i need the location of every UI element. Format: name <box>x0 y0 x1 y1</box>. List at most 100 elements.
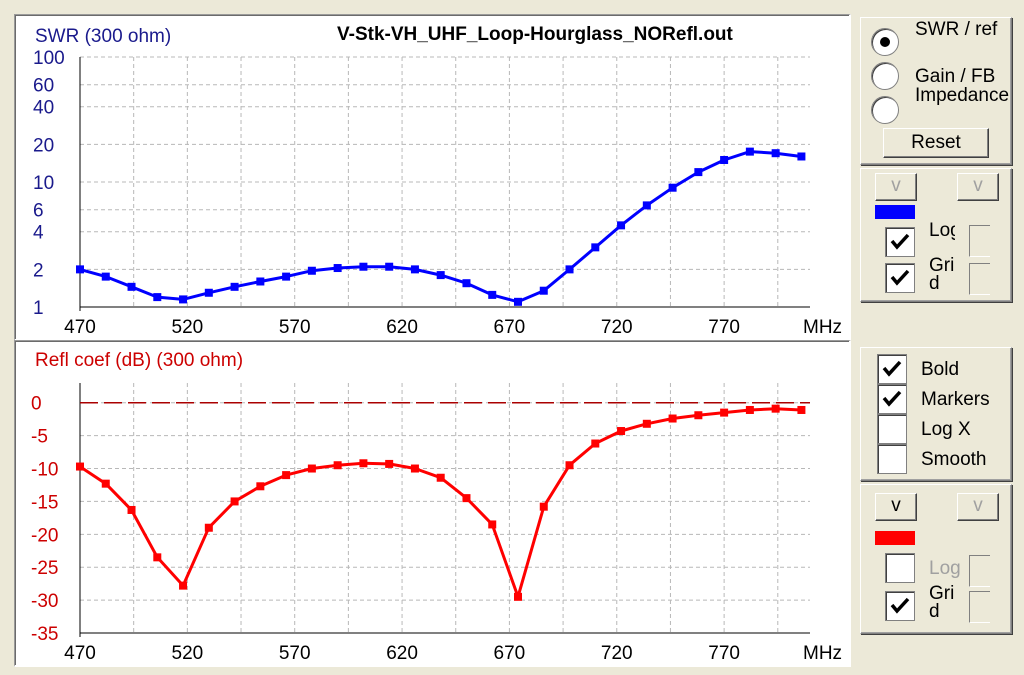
data-point-marker <box>153 293 162 302</box>
data-point-marker <box>462 279 471 288</box>
data-point-marker <box>436 271 445 280</box>
refl-grid-checkbox[interactable] <box>885 591 915 621</box>
y-tick-label: -15 <box>31 492 58 513</box>
data-point-marker <box>694 411 703 420</box>
refl-log-checkbox[interactable] <box>885 553 915 583</box>
smooth-label: Smooth <box>921 449 987 470</box>
swr-log-label: Log <box>929 221 955 241</box>
reset-button[interactable]: Reset <box>883 128 989 158</box>
data-point-marker <box>462 494 471 503</box>
bold-checkbox[interactable] <box>877 354 907 384</box>
data-point-marker <box>179 295 188 304</box>
refl-x-unit: MHz <box>803 643 842 664</box>
data-point-marker <box>720 155 729 164</box>
checkmark-icon <box>890 597 910 614</box>
data-point-marker <box>282 471 291 480</box>
y-tick-label: 2 <box>33 260 44 281</box>
data-point-marker <box>76 462 84 471</box>
y-tick-label: -35 <box>31 624 58 645</box>
data-point-marker <box>282 272 291 281</box>
x-tick-label: 620 <box>386 643 418 664</box>
series-line <box>79 407 802 599</box>
data-point-marker <box>101 272 110 281</box>
refl-series-panel: v v Log Grid <box>860 484 1012 634</box>
data-point-marker <box>410 265 419 274</box>
x-tick-label: 670 <box>494 317 526 338</box>
data-point-marker <box>668 183 677 192</box>
log-x-checkbox[interactable] <box>877 414 907 444</box>
refl-chart-svg: Refl coef (dB) (300 ohm) 0 -5 -10 -15 -20 -25… <box>31 350 842 664</box>
refl-color-swatch[interactable] <box>875 531 915 545</box>
radio-gain-fb-label: Gain / FB <box>915 66 996 87</box>
display-options-panel: Bold Markers Log X Smooth <box>860 347 1012 481</box>
y-tick-label: 20 <box>33 135 54 156</box>
radio-impedance[interactable] <box>871 96 899 124</box>
data-point-marker <box>745 405 754 414</box>
swr-grid-checkbox[interactable] <box>885 263 915 293</box>
refl-chart: Refl coef (dB) (300 ohm) 0 -5 -10 -15 -20 -25… <box>14 340 851 667</box>
y-tick-label: 40 <box>33 98 54 119</box>
data-point-marker <box>694 168 703 177</box>
refl-log-label: Log <box>929 559 961 579</box>
y-tick-label: 0 <box>31 394 42 415</box>
chart-mode-panel: SWR / ref Gain / FB Impedance Reset <box>860 17 1012 165</box>
swr-x-unit: MHz <box>803 317 842 338</box>
smooth-checkbox[interactable] <box>877 444 907 474</box>
swr-log-checkbox[interactable] <box>885 227 915 257</box>
radio-swr-ref[interactable] <box>871 28 899 56</box>
data-point-marker <box>307 266 316 275</box>
log-x-label: Log X <box>921 419 971 440</box>
x-tick-label: 770 <box>708 643 740 664</box>
x-tick-label: 570 <box>279 643 311 664</box>
y-tick-label: -25 <box>31 558 58 579</box>
radio-gain-fb[interactable] <box>871 62 899 90</box>
data-point-marker <box>642 201 651 210</box>
x-tick-label: 470 <box>64 317 96 338</box>
data-point-marker <box>359 459 368 468</box>
data-point-marker <box>230 497 239 506</box>
data-point-marker <box>359 262 368 271</box>
markers-checkbox[interactable] <box>877 384 907 414</box>
data-point-marker <box>101 479 110 488</box>
data-point-marker <box>410 464 419 473</box>
y-tick-label: 100 <box>33 48 65 69</box>
data-point-marker <box>204 523 213 532</box>
data-point-marker <box>797 405 806 414</box>
data-point-marker <box>127 282 136 291</box>
refl-down-button[interactable]: v <box>957 493 999 521</box>
swr-down-button[interactable]: v <box>957 173 999 201</box>
x-tick-label: 670 <box>494 643 526 664</box>
data-point-marker <box>307 464 316 473</box>
swr-chart: SWR (300 ohm) V-Stk-VH_UHF_Loop-Hourglas… <box>14 14 851 341</box>
refl-up-button[interactable]: v <box>875 493 917 521</box>
data-point-marker <box>720 408 729 417</box>
checkmark-icon <box>882 360 902 377</box>
markers-label: Markers <box>921 389 990 410</box>
data-point-marker <box>488 290 497 299</box>
swr-up-button[interactable]: v <box>875 173 917 201</box>
radio-selected-dot <box>880 37 890 47</box>
swr-series <box>76 147 806 306</box>
data-point-marker <box>745 147 754 156</box>
data-point-marker <box>591 243 600 252</box>
y-tick-label: 4 <box>33 223 44 244</box>
data-point-marker <box>488 520 497 529</box>
data-point-marker <box>565 265 574 274</box>
swr-color-swatch[interactable] <box>875 205 915 219</box>
refl-y-tick-labels: 0 -5 -10 -15 -20 -25 -30 -35 <box>31 394 58 645</box>
x-tick-label: 520 <box>172 317 204 338</box>
y-tick-label: -30 <box>31 591 58 612</box>
data-point-marker <box>797 152 806 161</box>
radio-impedance-label: Impedance <box>915 86 1009 106</box>
x-tick-label: 620 <box>386 317 418 338</box>
y-tick-label: -5 <box>31 427 48 448</box>
swr-chart-svg: SWR (300 ohm) V-Stk-VH_UHF_Loop-Hourglas… <box>33 24 842 338</box>
x-tick-label: 720 <box>601 643 633 664</box>
data-point-marker <box>617 427 626 436</box>
swr-axis-title: SWR (300 ohm) <box>35 26 171 47</box>
data-point-marker <box>642 419 651 428</box>
refl-log-spacer <box>969 555 990 587</box>
swr-log-spacer <box>969 225 990 257</box>
checkmark-icon <box>890 269 910 286</box>
swr-grid-spacer <box>969 263 990 295</box>
